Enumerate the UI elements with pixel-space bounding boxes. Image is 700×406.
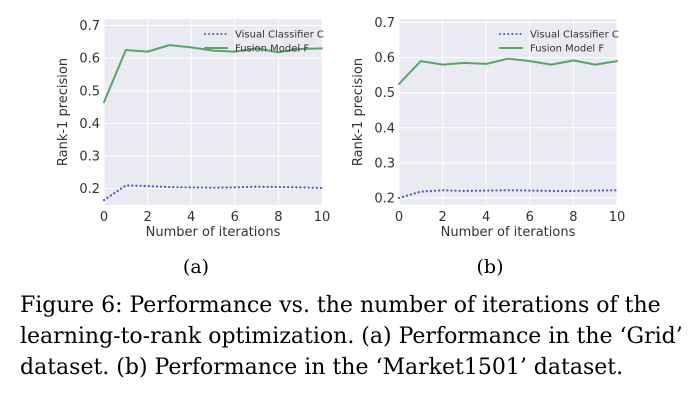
y-tick-label: 0.3 — [79, 150, 100, 165]
chart-panel-b: 0 2 4 6 8 10 0.2 0.3 0.4 0.5 0.6 0.7 Number of itera… — [351, 16, 625, 278]
series-line-visual-classifier-c — [102, 184, 324, 202]
x-tick-label: 8 — [274, 210, 282, 225]
y-tick-label: 0.6 — [79, 52, 100, 67]
x-tick-label: 2 — [143, 210, 151, 225]
y-tick-label: 0.4 — [79, 117, 100, 132]
y-tick-label: 0.7 — [374, 16, 395, 31]
x-tick-label: 6 — [231, 210, 239, 225]
panel-label: (a) — [183, 256, 209, 278]
x-tick-label: 4 — [482, 210, 490, 225]
x-tick-label: 6 — [526, 210, 534, 225]
y-axis-title: Rank-1 precision — [351, 58, 366, 166]
x-tick-label: 10 — [314, 210, 331, 225]
y-tick-label: 0.6 — [374, 51, 395, 66]
chart-panel-a: 0 2 4 6 8 10 0.2 0.3 0.4 0.5 0.6 0.7 Number of itera… — [56, 19, 330, 278]
series-line-fusion-model-f — [398, 57, 618, 85]
legend-label: Visual Classifier C — [530, 30, 619, 41]
y-tick-label: 0.7 — [79, 19, 100, 34]
x-tick-label: 0 — [395, 210, 403, 225]
legend-label: Fusion Model F — [530, 44, 604, 55]
x-tick-label: 4 — [187, 210, 195, 225]
legend-label: Fusion Model F — [235, 44, 309, 55]
figure-caption: Figure 6: Performance vs. the number of … — [20, 293, 683, 380]
x-tick-label: 8 — [569, 210, 577, 225]
x-axis-title: Number of iterations — [441, 225, 576, 240]
series-line-fusion-model-f — [103, 44, 323, 104]
y-tick-label: 0.4 — [374, 121, 395, 136]
y-tick-label: 0.5 — [79, 84, 100, 99]
legend-label: Visual Classifier C — [235, 30, 324, 41]
y-tick-label: 0.2 — [374, 191, 395, 206]
x-tick-label: 0 — [100, 210, 108, 225]
y-tick-label: 0.2 — [79, 182, 100, 197]
y-axis-title: Rank-1 precision — [56, 58, 71, 166]
panel-label: (b) — [477, 256, 504, 278]
x-tick-label: 10 — [609, 210, 626, 225]
x-tick-label: 2 — [438, 210, 446, 225]
y-tick-label: 0.3 — [374, 156, 395, 171]
plot-area — [399, 19, 617, 205]
y-tick-label: 0.5 — [374, 86, 395, 101]
series-line-visual-classifier-c — [397, 189, 619, 200]
x-axis-title: Number of iterations — [146, 225, 281, 240]
